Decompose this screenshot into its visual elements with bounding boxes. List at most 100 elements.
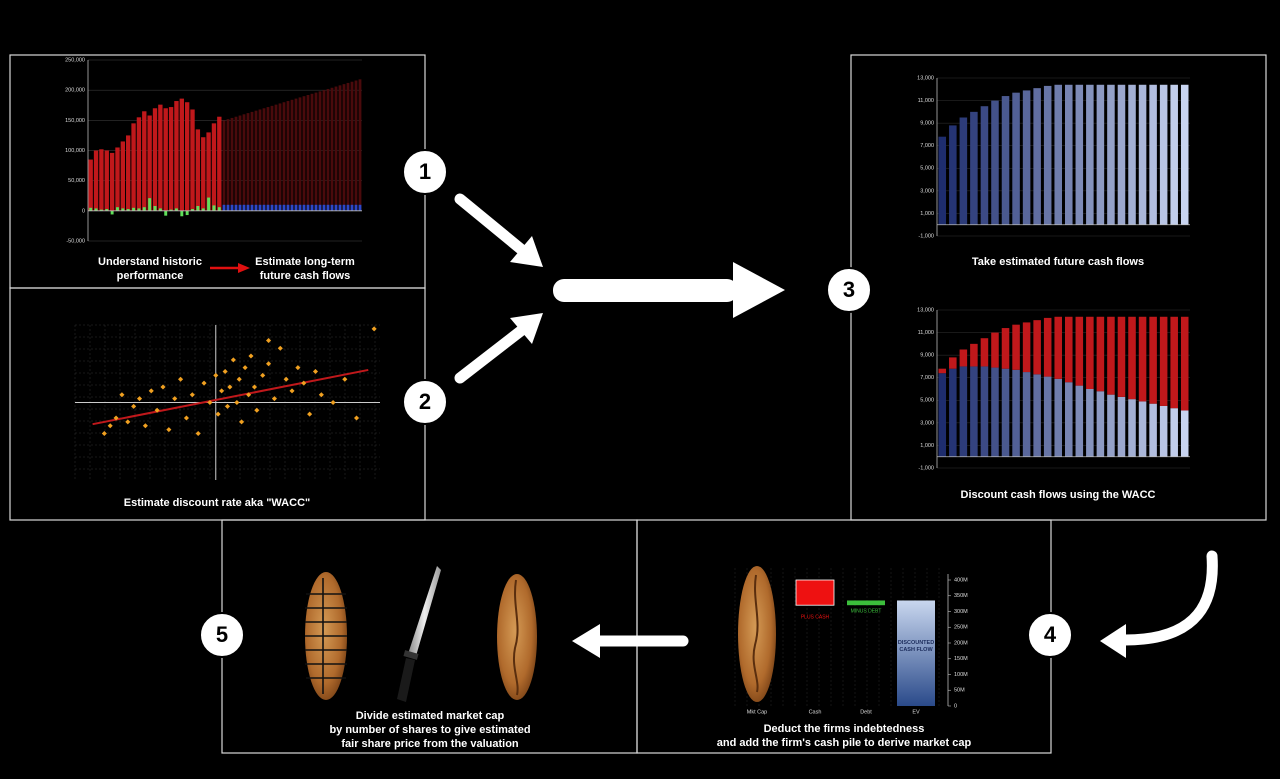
bar xyxy=(120,141,126,211)
bar-segment xyxy=(1128,316,1136,400)
caption: fair share price from the valuation xyxy=(341,738,519,750)
bar xyxy=(949,125,957,225)
bar-segment xyxy=(1033,320,1041,375)
bread-whole xyxy=(738,566,776,702)
bar xyxy=(959,366,968,457)
bar xyxy=(152,108,158,211)
bar-segment xyxy=(970,343,978,367)
y-tick-label: 9,000 xyxy=(920,353,934,359)
bar xyxy=(126,135,131,211)
bar xyxy=(212,205,216,211)
bar-segment xyxy=(1054,316,1062,379)
bar xyxy=(318,204,322,211)
curved-arrow xyxy=(1119,550,1218,646)
point xyxy=(207,399,213,406)
point xyxy=(148,388,154,394)
bar xyxy=(1022,90,1031,225)
bar xyxy=(1001,96,1010,225)
bar-segment xyxy=(980,338,989,367)
step-number: 5 xyxy=(216,622,228,647)
bar xyxy=(290,99,294,211)
knife xyxy=(397,566,441,702)
bar xyxy=(174,208,178,211)
bar xyxy=(211,123,217,211)
big-arrow-head xyxy=(733,262,785,318)
bar xyxy=(1065,382,1073,457)
bar xyxy=(1043,85,1052,225)
y-tick-label: 7,000 xyxy=(920,375,934,381)
point xyxy=(342,376,348,382)
bar-label: PLUS CASH xyxy=(801,615,830,621)
bar xyxy=(354,80,358,211)
bar xyxy=(164,210,168,216)
panel-wacc xyxy=(9,287,426,521)
y-tick-label: 5,000 xyxy=(920,398,934,404)
step-circle xyxy=(1027,612,1073,658)
bar xyxy=(1117,84,1126,225)
bar xyxy=(334,204,338,211)
y-tick-label: 200M xyxy=(954,640,968,646)
bar xyxy=(1033,88,1041,225)
bar xyxy=(142,111,147,211)
step-circle xyxy=(402,149,448,195)
bar xyxy=(1043,376,1052,457)
bar xyxy=(1107,394,1115,457)
bar xyxy=(318,91,322,211)
bar xyxy=(163,108,168,211)
point xyxy=(242,365,248,371)
y-tick-label: 0 xyxy=(82,208,85,214)
bar xyxy=(195,129,201,211)
caption: Estimate long-term xyxy=(255,256,355,268)
bar xyxy=(1065,84,1073,225)
bar xyxy=(137,208,141,211)
bar xyxy=(1075,385,1084,457)
y-tick-label: 0 xyxy=(954,703,957,709)
bar xyxy=(314,204,318,211)
bar xyxy=(980,106,989,225)
bar xyxy=(350,81,354,211)
bar xyxy=(354,204,358,211)
bar xyxy=(266,204,270,211)
bar xyxy=(346,82,350,211)
bar xyxy=(262,204,266,211)
bar xyxy=(258,109,262,211)
bar xyxy=(262,108,266,211)
bar xyxy=(270,204,274,211)
bar xyxy=(242,204,246,211)
bar xyxy=(338,204,342,211)
bar xyxy=(131,123,136,211)
point xyxy=(301,380,307,386)
y-tick-label: -50,000 xyxy=(66,238,85,244)
bar xyxy=(330,87,334,211)
bar xyxy=(1107,84,1115,225)
bar xyxy=(132,207,136,211)
bar xyxy=(980,366,989,457)
bar-segment xyxy=(1086,316,1094,389)
point xyxy=(101,430,107,437)
bar xyxy=(1096,391,1105,457)
bar-label: DISCOUNTED xyxy=(898,640,934,646)
step-circle xyxy=(826,267,872,313)
bar xyxy=(1012,369,1020,457)
bar xyxy=(148,198,152,211)
bar xyxy=(226,119,230,211)
point xyxy=(201,380,207,386)
point xyxy=(254,407,260,413)
y-tick-label: 50M xyxy=(954,688,965,694)
bar xyxy=(88,159,93,211)
y-tick-label: 11,000 xyxy=(918,330,934,336)
bar xyxy=(326,88,330,211)
caption: future cash flows xyxy=(260,270,350,282)
bar xyxy=(238,204,242,211)
bar-segment xyxy=(1096,316,1105,392)
bar-segment xyxy=(1022,322,1031,373)
bar xyxy=(250,204,254,211)
bar-segment xyxy=(1180,316,1189,411)
bar xyxy=(326,204,330,211)
y-tick-label: 150M xyxy=(954,656,968,662)
point xyxy=(266,361,272,367)
bar xyxy=(1159,84,1168,225)
bar xyxy=(938,136,947,225)
bar xyxy=(153,206,157,211)
bar xyxy=(121,208,125,211)
